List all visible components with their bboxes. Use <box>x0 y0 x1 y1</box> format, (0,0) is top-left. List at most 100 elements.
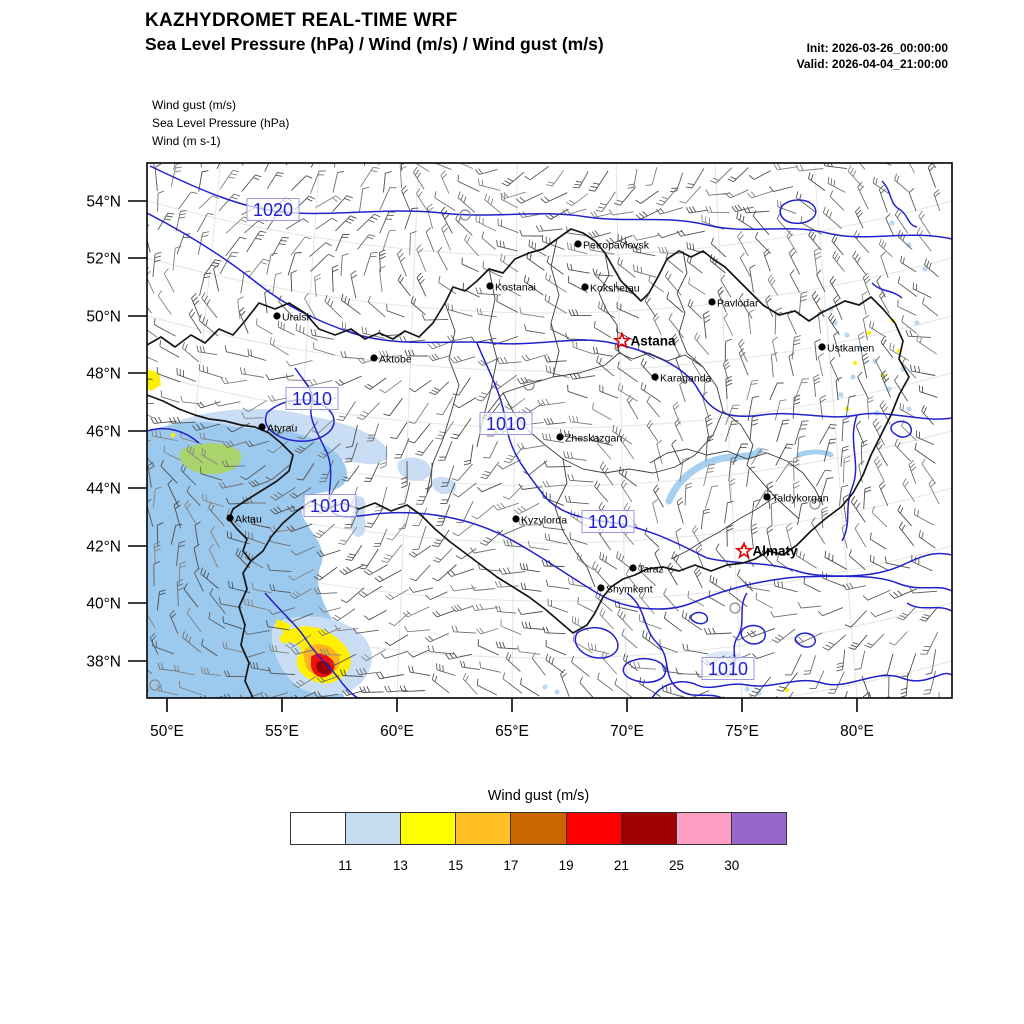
city-dot-icon <box>370 354 378 362</box>
colorbar-cell-2 <box>400 812 457 845</box>
lat-tick-label: 38°N <box>86 654 121 671</box>
city-dot-icon <box>258 423 266 431</box>
isobar-value: 1010 <box>486 414 526 434</box>
lat-tick-label: 48°N <box>86 366 121 383</box>
lon-tick-label: 55°E <box>265 723 299 740</box>
map-area: 1020 1010 1010 1010 1010 1010 Petropavlovsk Kos… <box>147 163 952 698</box>
colorbar-tick-21: 21 <box>613 858 629 873</box>
city-label: Petropavlovsk <box>583 240 650 252</box>
lon-tick-label: 60°E <box>380 723 414 740</box>
colorbar-cell-5 <box>565 812 622 845</box>
city-marker-ustkamen: Ustkamen <box>818 343 874 355</box>
city-markers: Petropavlovsk Kostanai Kokshetau Pavlodar Ur… <box>226 240 874 596</box>
city-label: Kyzylorda <box>521 515 567 527</box>
layer-slp: Sea Level Pressure (hPa) <box>152 116 290 130</box>
city-label: Taraz <box>638 564 664 576</box>
colorbar-cell-8 <box>730 812 787 845</box>
isobar-labels: 1020 1010 1010 1010 1010 1010 <box>246 198 755 680</box>
page-title: KAZHYDROMET REAL-TIME WRF <box>145 10 458 31</box>
isobar-value: 1010 <box>292 389 332 409</box>
isobar-label-1010-1: 1010 <box>285 387 339 410</box>
country-border <box>147 228 910 698</box>
city-dot-icon <box>226 514 234 522</box>
city-marker-aktau: Aktau <box>226 514 262 526</box>
city-marker-aktobe: Aktobe <box>370 354 412 366</box>
city-label: Uralsk <box>282 312 313 324</box>
city-dot-icon <box>574 240 582 248</box>
city-label: Shymkent <box>606 584 653 596</box>
city-marker-karaganda: Karaganda <box>651 373 712 385</box>
city-label: Kostanai <box>495 282 536 294</box>
city-label: Karaganda <box>660 373 712 385</box>
init-time: Init: 2026-03-26_00:00:00 <box>806 41 948 55</box>
colorbar-title: Wind gust (m/s) <box>487 788 590 804</box>
isobar-label-1010-4: 1010 <box>581 510 635 533</box>
wind-gust-colorbar <box>290 812 787 845</box>
isobar-value: 1010 <box>310 496 350 516</box>
layer-wind-gust: Wind gust (m/s) <box>152 98 237 112</box>
city-label: Pavlodar <box>717 298 759 310</box>
colorbar-tick-19: 19 <box>558 858 574 873</box>
colorbar-cell-3 <box>455 812 512 845</box>
city-label: Aktau <box>235 514 262 526</box>
region-borders <box>426 238 824 588</box>
city-label: Atyrau <box>267 423 298 435</box>
lat-tick-label: 50°N <box>86 309 121 326</box>
city-marker-taldykorgan: Taldykorgan <box>763 493 829 505</box>
lon-tick-label: 50°E <box>150 723 184 740</box>
city-marker-taraz: Taraz <box>629 564 664 576</box>
colorbar-tick-13: 13 <box>392 858 408 873</box>
wind-barb-field <box>147 163 941 698</box>
city-dot-icon <box>629 564 637 572</box>
city-dot-icon <box>512 515 520 523</box>
city-marker-atyrau: Atyrau <box>258 423 298 435</box>
city-dot-icon <box>486 282 494 290</box>
lat-tick-label: 52°N <box>86 251 121 268</box>
city-label: Kokshetau <box>590 283 640 295</box>
isobar-value: 1010 <box>588 512 628 532</box>
lon-tick-label: 80°E <box>840 723 874 740</box>
city-dot-icon <box>708 298 716 306</box>
isobar-value: 1010 <box>708 659 748 679</box>
lon-tick-label: 75°E <box>725 723 759 740</box>
lat-tick-label: 46°N <box>86 424 121 441</box>
capital-star-icon <box>612 331 632 349</box>
colorbar-cell-7 <box>675 812 732 845</box>
isobar-value: 1020 <box>253 200 293 220</box>
colorbar-tick-15: 15 <box>448 858 464 873</box>
city-label: Zheskazgan <box>565 433 622 445</box>
colorbar-cell-6 <box>620 812 677 845</box>
city-marker-kokshetau: Kokshetau <box>581 283 640 295</box>
capital-star-icon <box>734 541 754 559</box>
lon-tick-label: 70°E <box>610 723 644 740</box>
lat-tick-label: 40°N <box>86 596 121 613</box>
city-dot-icon <box>651 373 659 381</box>
colorbar-cell-4 <box>510 812 567 845</box>
city-dot-icon <box>556 433 564 441</box>
colorbar-cell-1 <box>345 812 402 845</box>
colorbar-tick-11: 11 <box>338 858 353 873</box>
colorbar-tick-labels: 11 13 15 17 19 21 25 30 <box>290 858 787 878</box>
city-marker-almaty: Almaty <box>734 541 799 559</box>
city-label: Almaty <box>753 544 799 559</box>
lat-tick-label: 54°N <box>86 194 121 211</box>
city-label: Aktobe <box>379 354 412 366</box>
city-dot-icon <box>597 584 605 592</box>
isobar-label-1020-0: 1020 <box>246 198 300 221</box>
city-marker-astana: Astana <box>612 331 677 349</box>
weather-map: 1020 1010 1010 1010 1010 1010 Petropavlovsk Kos… <box>86 162 953 740</box>
model-run-stamp: Init: 2026-03-26_00:00:00 Valid: 2026-04… <box>797 40 948 72</box>
isobar-label-1010-2: 1010 <box>479 412 533 435</box>
wind-gust-shading <box>147 220 928 698</box>
lon-tick-label: 65°E <box>495 723 529 740</box>
city-marker-kostanai: Kostanai <box>486 282 536 294</box>
page-subtitle: Sea Level Pressure (hPa) / Wind (m/s) / … <box>145 34 604 54</box>
city-dot-icon <box>581 283 589 291</box>
city-dot-icon <box>818 343 826 351</box>
city-marker-shymkent: Shymkent <box>597 584 653 596</box>
city-label: Astana <box>631 334 677 349</box>
city-label: Ustkamen <box>827 343 874 355</box>
colorbar-tick-30: 30 <box>724 858 740 873</box>
colorbar-tick-17: 17 <box>503 858 519 873</box>
